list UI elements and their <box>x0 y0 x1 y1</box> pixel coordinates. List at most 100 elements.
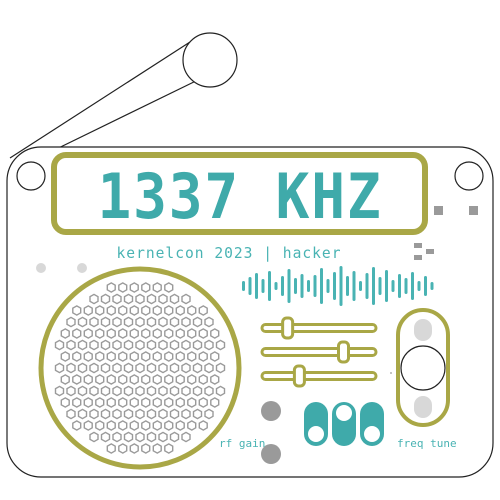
speaker-hole <box>106 397 116 408</box>
speaker-hole <box>204 385 214 397</box>
slider-3[interactable] <box>260 364 378 388</box>
freq-tune-control[interactable] <box>396 308 450 427</box>
speaker-hole <box>72 397 82 408</box>
rf-gain-knob-top[interactable] <box>261 401 281 421</box>
speaker-hole <box>54 362 65 374</box>
waveform-bar <box>313 275 317 297</box>
speaker-hole <box>169 408 180 420</box>
waveform-bar <box>391 280 395 292</box>
speaker-hole <box>118 397 128 408</box>
speaker-hole <box>210 374 220 385</box>
speaker-hole <box>100 431 111 443</box>
speaker-hole <box>118 420 128 431</box>
waveform-bar <box>300 274 304 298</box>
waveform-bar <box>281 276 284 296</box>
speaker-hole <box>204 408 214 420</box>
speaker-hole <box>106 282 116 293</box>
speaker-hole <box>141 328 151 339</box>
speaker-hole <box>152 351 162 362</box>
speaker-hole <box>123 362 134 374</box>
speaker-hole <box>215 339 226 351</box>
toggle-knob[interactable] <box>364 426 380 442</box>
rf-gain-knob-bottom[interactable] <box>261 444 281 464</box>
speaker-hole <box>100 339 111 351</box>
speaker-hole <box>89 408 99 420</box>
speaker-hole <box>146 362 157 374</box>
speaker-hole <box>106 443 116 454</box>
speaker-hole <box>135 408 145 420</box>
toggle-3[interactable] <box>360 402 384 446</box>
speaker-hole <box>175 305 185 316</box>
speaker-hole <box>146 408 157 420</box>
freq-tune-knob[interactable] <box>400 345 446 391</box>
speaker-hole <box>89 316 99 328</box>
speaker-hole <box>141 282 151 293</box>
speaker-hole <box>181 293 191 305</box>
speaker-hole <box>123 385 134 397</box>
toggle-1[interactable] <box>304 402 328 446</box>
speaker-hole <box>146 339 157 351</box>
speaker-hole <box>106 305 116 316</box>
speaker-hole <box>106 351 116 362</box>
speaker-hole <box>164 328 174 339</box>
speaker-hole <box>198 374 208 385</box>
speaker-hole <box>158 339 168 351</box>
speaker-hole <box>175 420 185 431</box>
speaker-hole <box>164 305 174 316</box>
waveform-bar <box>352 271 356 301</box>
speaker-hole <box>141 397 151 408</box>
waveform-bar <box>339 266 343 306</box>
speaker-hole <box>169 316 180 328</box>
slider-2[interactable] <box>260 340 378 364</box>
speaker-hole <box>66 385 76 397</box>
speaker-hole <box>118 374 128 385</box>
speaker-hole <box>198 397 208 408</box>
toggle-knob[interactable] <box>336 405 352 421</box>
speaker-hole <box>95 305 105 316</box>
speaker-hole <box>175 351 185 362</box>
speaker-hole <box>152 305 162 316</box>
speaker-hole <box>204 316 214 328</box>
slider-1[interactable] <box>260 316 378 340</box>
speaker-hole <box>198 305 208 316</box>
speaker-hole <box>146 293 157 305</box>
led-square-1 <box>434 206 443 215</box>
speaker-hole <box>54 385 65 397</box>
slider-thumb[interactable] <box>292 364 306 388</box>
toggle-2[interactable] <box>332 402 356 446</box>
slider-thumb[interactable] <box>281 316 295 340</box>
speaker-hole <box>95 397 105 408</box>
waveform-bar <box>242 281 245 291</box>
speaker-hole <box>175 328 185 339</box>
speaker-hole <box>118 351 128 362</box>
speaker-hole <box>135 293 145 305</box>
speaker-hole <box>106 420 116 431</box>
speaker-hole <box>141 351 151 362</box>
speaker-hole <box>77 408 88 420</box>
speaker-hole <box>152 374 162 385</box>
speaker-hole <box>164 443 174 454</box>
speaker-hole <box>187 374 197 385</box>
speaker-hole <box>89 385 99 397</box>
speaker-hole <box>66 316 76 328</box>
waveform-bar <box>307 280 310 292</box>
speaker-hole <box>187 351 197 362</box>
speaker-hole <box>112 385 122 397</box>
toggle-knob[interactable] <box>308 426 324 442</box>
speaker-hole <box>181 385 191 397</box>
slider-thumb[interactable] <box>337 340 350 364</box>
waveform-bar <box>424 276 427 296</box>
waveform-bar <box>411 272 414 300</box>
speaker-hole <box>181 362 191 374</box>
speaker-hole <box>169 431 180 443</box>
speaker-hole <box>129 351 139 362</box>
badge-caption: kernelcon 2023 | hacker <box>117 244 342 262</box>
rf-gain-control[interactable] <box>261 401 281 464</box>
speaker-hole <box>100 362 111 374</box>
rf-gain-label: rf gain <box>219 437 265 450</box>
speaker-hole <box>181 431 191 443</box>
speaker-hole <box>95 374 105 385</box>
speaker-hole <box>89 339 99 351</box>
speaker-hole <box>83 305 93 316</box>
speaker-hole <box>129 305 139 316</box>
